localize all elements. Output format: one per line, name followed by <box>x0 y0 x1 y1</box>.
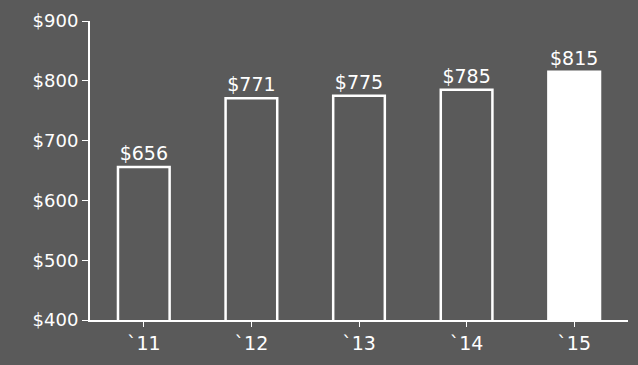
svg-text:$700: $700 <box>33 130 79 151</box>
svg-text:$785: $785 <box>442 65 490 87</box>
svg-text:`12: `12 <box>235 332 269 354</box>
svg-text:`13: `13 <box>342 332 376 354</box>
svg-text:`14: `14 <box>450 332 484 354</box>
svg-text:`15: `15 <box>557 332 591 354</box>
svg-text:$500: $500 <box>33 250 79 271</box>
svg-text:$600: $600 <box>33 190 79 211</box>
svg-text:$800: $800 <box>33 70 79 91</box>
svg-text:$900: $900 <box>33 10 79 31</box>
svg-text:$815: $815 <box>550 47 598 69</box>
svg-text:$656: $656 <box>120 142 168 164</box>
svg-text:`11: `11 <box>127 332 161 354</box>
svg-text:$775: $775 <box>335 71 383 93</box>
svg-text:$771: $771 <box>227 73 275 95</box>
svg-text:$400: $400 <box>33 309 79 330</box>
